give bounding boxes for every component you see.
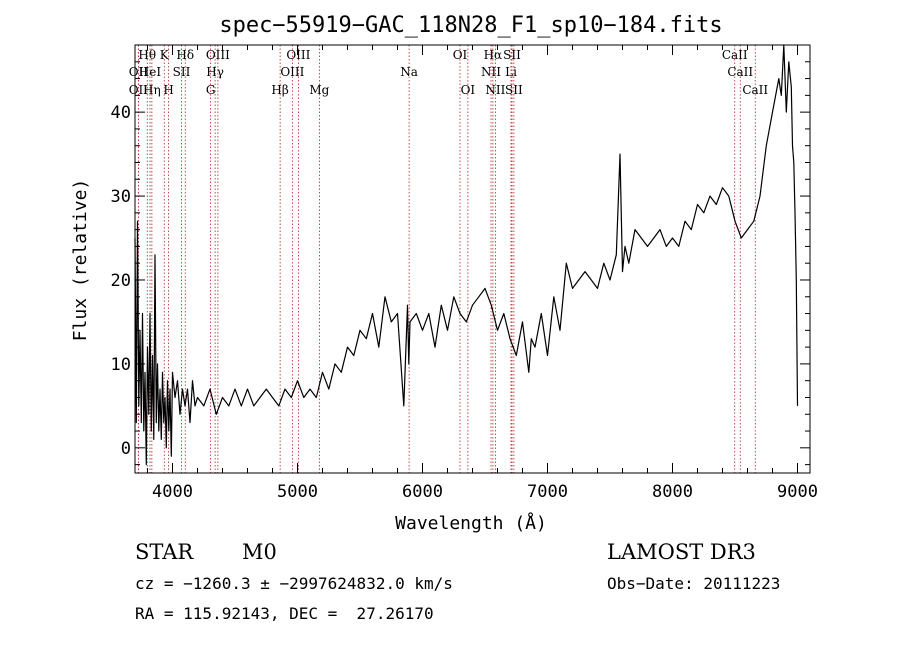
object-class: STAR (135, 540, 194, 564)
x-tick-label: 8000 (652, 482, 693, 502)
line-markers (137, 45, 756, 473)
line-marker-label: CaII (722, 48, 748, 62)
line-marker-label: OII (129, 83, 149, 97)
line-marker-label: CaII (742, 83, 768, 97)
line-marker-label: OIII (206, 48, 230, 62)
line-marker-label: Hη (143, 83, 161, 97)
x-tick-label: 7000 (527, 482, 568, 502)
spectrum-line (134, 44, 799, 466)
axis-ticks: 4000 5000 6000 7000 8000 9000 0 10 20 30 40 (111, 45, 818, 502)
observation-date: Obs−Date: 20111223 (607, 574, 781, 593)
line-marker-label: Na (400, 65, 418, 79)
line-marker-label: SII (173, 65, 191, 79)
line-marker-label: Hα (484, 48, 503, 62)
spectrum-series (134, 44, 799, 466)
line-marker-label: CaII (727, 65, 753, 79)
y-tick-label: 10 (111, 355, 131, 375)
line-marker-label: NII (481, 65, 501, 79)
chart-title: spec−55919−GAC_118N28_F1_sp10−184.fits (219, 13, 722, 38)
line-marker-label: OI (461, 83, 476, 97)
line-marker-label: OIII (286, 48, 310, 62)
line-marker-label: Li (505, 65, 517, 79)
line-marker-label: K (160, 48, 170, 62)
line-marker-label: Hθ (138, 48, 156, 62)
line-marker-label: SII (503, 48, 521, 62)
line-marker-label: OIII (280, 65, 304, 79)
line-marker-label: Hβ (271, 83, 288, 97)
line-marker-label: OI (453, 48, 468, 62)
x-tick-label: 6000 (402, 482, 443, 502)
line-marker-label: HeI (139, 65, 162, 79)
line-marker-label: OII (129, 65, 149, 79)
y-tick-label: 0 (121, 439, 131, 459)
y-tick-label: 20 (111, 271, 131, 291)
line-marker-label: Hγ (206, 65, 224, 79)
coordinates-line: RA = 115.92143, DEC = 27.26170 (135, 604, 434, 623)
object-subclass: M0 (242, 540, 277, 564)
line-marker-label: SII (505, 83, 523, 97)
y-tick-label: 40 (111, 103, 131, 123)
survey-name: LAMOST DR3 (607, 540, 756, 564)
x-tick-label: 9000 (777, 482, 818, 502)
redshift-line: cz = −1260.3 ± −2997624832.0 km/s (135, 574, 453, 593)
y-tick-label: 30 (111, 187, 131, 207)
line-marker-label: Mg (309, 83, 329, 97)
line-marker-label: G (206, 83, 216, 97)
line-marker-label: H (163, 83, 173, 97)
y-axis-label: Flux (relative) (70, 179, 91, 342)
line-marker-label: Hδ (176, 48, 194, 62)
x-axis-label: Wavelength (Å) (395, 512, 547, 534)
x-tick-label: 4000 (152, 482, 193, 502)
plot-frame (134, 44, 811, 474)
line-marker-label: NII (485, 83, 505, 97)
x-tick-label: 5000 (277, 482, 318, 502)
